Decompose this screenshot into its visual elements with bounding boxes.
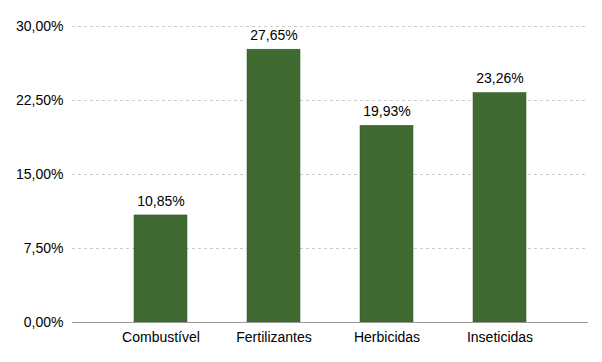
svg-text:22,50%: 22,50% xyxy=(16,92,63,108)
svg-text:Combustível: Combustível xyxy=(122,329,200,345)
svg-text:7,50%: 7,50% xyxy=(24,240,64,256)
svg-text:27,65%: 27,65% xyxy=(250,27,297,43)
svg-text:0,00%: 0,00% xyxy=(24,314,64,330)
svg-text:15,00%: 15,00% xyxy=(16,166,63,182)
svg-text:10,85%: 10,85% xyxy=(137,193,184,209)
svg-text:30,00%: 30,00% xyxy=(16,18,63,34)
svg-text:Herbicidas: Herbicidas xyxy=(354,329,420,345)
svg-text:19,93%: 19,93% xyxy=(363,103,410,119)
svg-text:23,26%: 23,26% xyxy=(476,70,523,86)
svg-text:Fertilizantes: Fertilizantes xyxy=(236,329,311,345)
svg-text:Inseticidas: Inseticidas xyxy=(467,329,533,345)
